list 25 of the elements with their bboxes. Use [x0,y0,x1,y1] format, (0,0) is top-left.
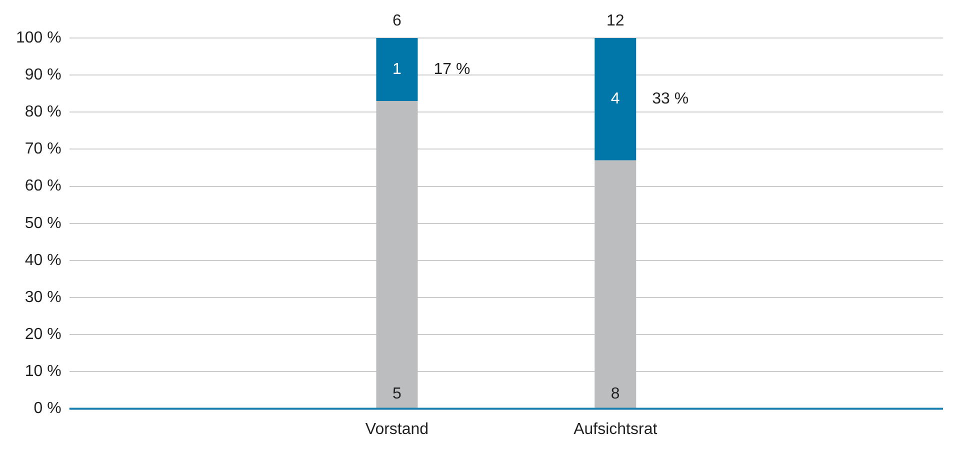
y-tick-label: 90 % [24,66,62,84]
y-tick-label: 50 % [24,214,62,232]
bar [594,160,636,408]
bar [376,38,418,102]
bar [594,38,636,160]
y-tick-label: 60 % [24,178,62,195]
y-tick-label: 100 % [16,29,62,46]
y-tick-label: 10 % [24,363,62,380]
text: 12 [606,12,624,30]
y-tick-label: 30 % [24,288,62,306]
y-tick-label: 0 % [34,400,62,418]
text: 6 [392,12,402,30]
y-tick-label: 80 % [24,104,62,121]
annotation: 33 % [652,90,689,108]
y-tick-label: 40 % [24,252,62,269]
annotation: 4 [610,90,620,108]
y-tick-label: 70 % [24,140,62,158]
x-tick-label: Vorstand [365,420,429,438]
x-tick-label: Aufsichtsrat [574,420,658,438]
annotation: 5 [392,386,402,403]
y-tick-label: 20 % [24,326,62,344]
annotation: 1 [392,60,402,78]
annotation: 8 [610,386,620,403]
bar [376,101,418,408]
annotation: 17 % [434,60,470,78]
